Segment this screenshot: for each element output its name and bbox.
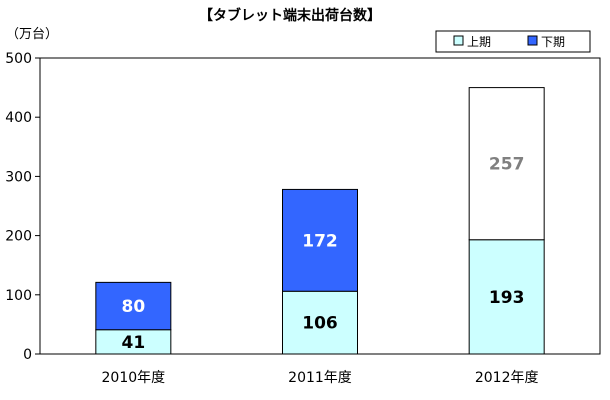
legend: 上期 下期 <box>435 30 591 53</box>
chart-title: 【タブレット端末出荷台数】 <box>199 7 381 24</box>
y-tick-label-400: 400 <box>5 110 32 126</box>
bar-shimoki-0 <box>95 281 172 331</box>
legend-label-kamiki: 上期 <box>467 35 491 49</box>
bars <box>95 87 545 355</box>
x-axis: 2010年度 2011年度 2012年度 <box>102 370 539 386</box>
y-unit-label: （万台） <box>6 27 58 42</box>
legend-swatch-shimoki <box>527 35 538 46</box>
x-category-label-0: 2010年度 <box>102 370 166 386</box>
value-label-kamiki-1: 106 <box>302 314 338 334</box>
y-tick-label-500: 500 <box>5 51 32 67</box>
bar-kamiki-1 <box>282 290 358 355</box>
value-label-kamiki-2: 193 <box>489 288 525 308</box>
value-label-shimoki-1: 172 <box>302 231 338 251</box>
y-tick-label-200: 200 <box>5 229 32 245</box>
value-label-shimoki-2: 257 <box>489 155 525 175</box>
value-labels: 41 80 106 172 193 257 <box>121 155 524 353</box>
y-tick-label-300: 300 <box>5 169 32 185</box>
legend-swatch-kamiki <box>453 35 464 46</box>
legend-box <box>435 30 591 53</box>
x-category-label-1: 2011年度 <box>288 370 352 386</box>
bar-shimoki-1 <box>282 188 358 292</box>
y-tick-label-0: 0 <box>23 347 32 363</box>
bar-shimoki-2 <box>468 87 545 241</box>
value-label-shimoki-0: 80 <box>121 297 145 317</box>
legend-label-shimoki: 下期 <box>541 35 565 49</box>
x-category-label-2: 2012年度 <box>475 370 539 386</box>
y-axis: 0 100 200 300 400 500 <box>5 51 40 363</box>
value-label-kamiki-0: 41 <box>121 333 145 353</box>
y-tick-label-100: 100 <box>5 288 32 304</box>
bar-kamiki-2 <box>468 239 545 355</box>
